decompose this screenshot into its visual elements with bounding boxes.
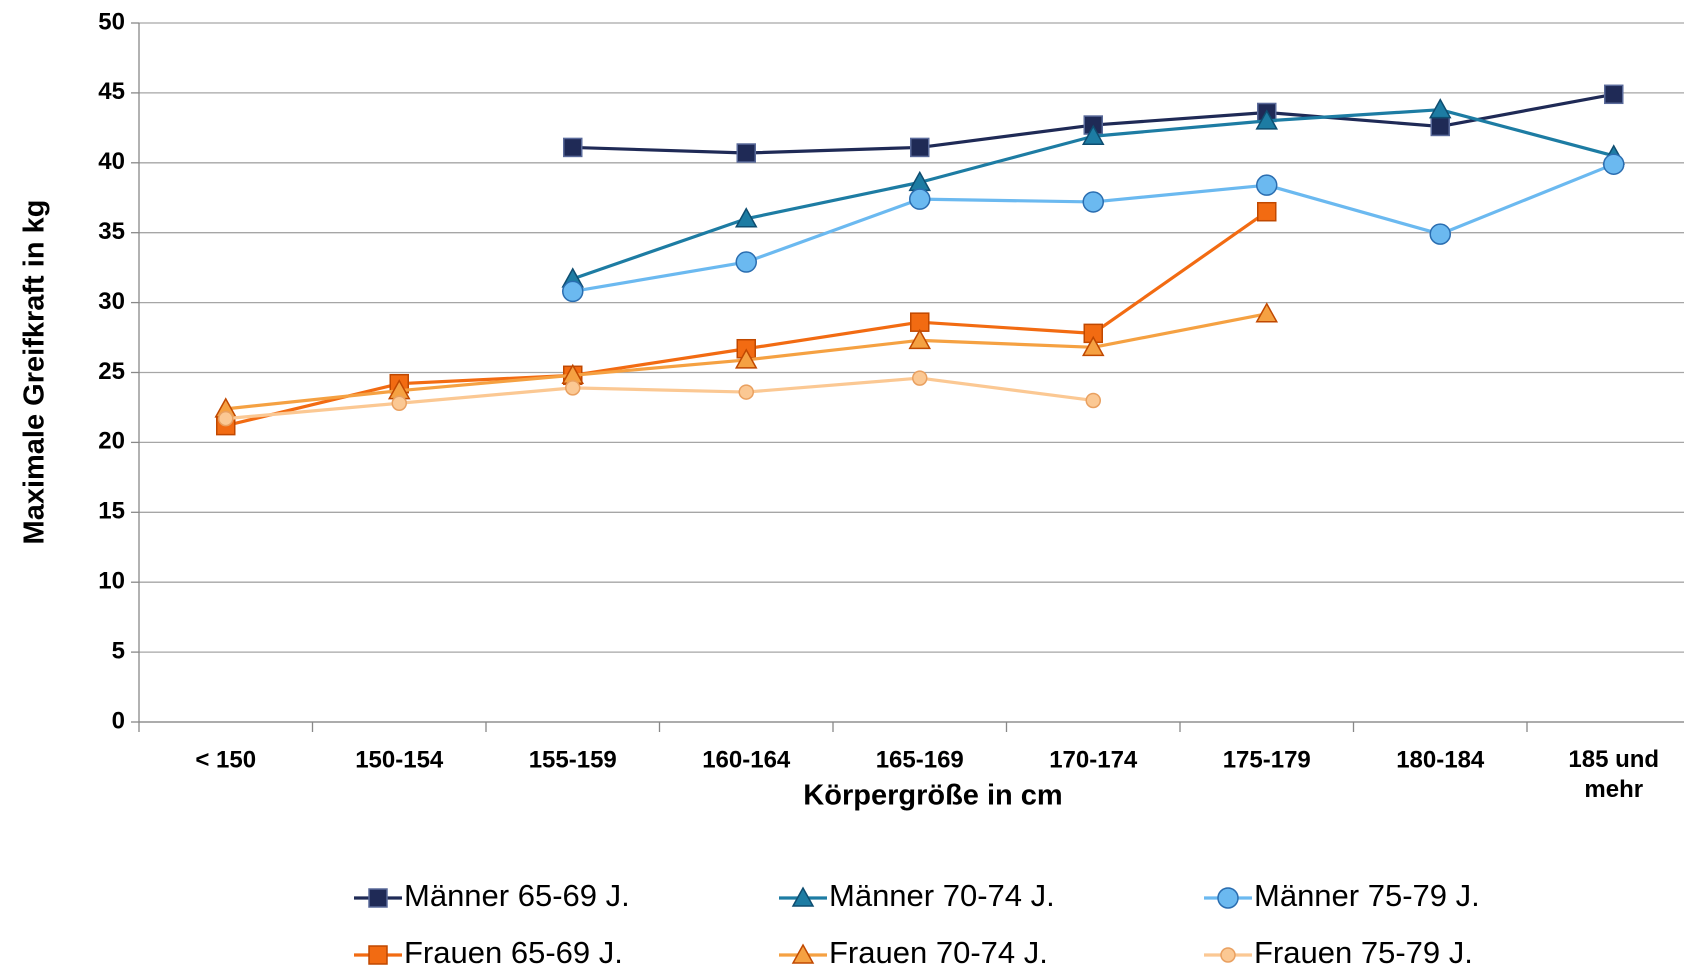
x-tick-label: 185 und mehr [1568,746,1659,803]
x-tick-label: < 150 [195,746,256,773]
x-tick-label: 160-164 [702,746,791,773]
x-tick-label: 180-184 [1396,746,1485,773]
x-tick-label: 150-154 [355,746,444,773]
y-tick-label: 20 [98,428,125,455]
x-tick-line: 185 und [1568,746,1659,773]
series-line [225,376,1094,421]
x-tick-label: 155-159 [529,746,617,773]
x-tick-label: 170-174 [1049,746,1138,773]
marker [1220,947,1236,963]
marker [1604,84,1624,105]
marker [1217,887,1239,909]
marker [563,137,583,158]
marker [910,312,930,332]
x-tick-label: 175-179 [1223,746,1311,773]
marker [1085,392,1101,409]
marker [909,188,931,210]
marker [736,143,756,163]
marker [1256,174,1278,196]
y-tick-label: 15 [98,498,125,525]
y-tick-label: 35 [98,218,125,245]
y-tick-label: 50 [98,8,125,35]
marker [791,943,815,964]
marker [1255,109,1279,130]
x-axis-title: Körpergröße in cm [803,780,1062,812]
legend-label: Frauen 75-79 J. [1254,935,1473,970]
legend-label: Männer 70-74 J. [829,878,1055,913]
legend-label: Frauen 70-74 J. [829,935,1048,970]
marker [1082,191,1104,213]
marker [1430,116,1450,137]
y-axis-title: Maximale Greifkraft in kg [19,200,51,545]
marker [391,395,407,412]
marker [910,137,930,158]
y-tick-label: 10 [98,568,125,595]
marker [738,384,754,400]
marker [791,886,815,907]
y-tick-label: 0 [112,707,125,734]
marker [562,280,584,303]
x-tick-label: 165-169 [876,746,964,773]
marker [735,251,757,273]
marker [1257,201,1277,222]
y-tick-label: 40 [98,148,125,175]
marker [368,945,388,965]
marker [1255,302,1279,323]
series-line [572,162,1615,293]
x-tick-line: mehr [1584,776,1643,803]
marker [368,888,388,908]
legend-label: Frauen 65-69 J. [404,935,623,970]
marker [908,328,932,350]
marker [1429,223,1451,245]
legend-label: Männer 65-69 J. [404,878,630,913]
marker [1081,124,1105,145]
y-tick-label: 45 [98,78,125,105]
marker [912,370,928,386]
y-tick-label: 25 [98,358,125,385]
y-tick-label: 30 [98,288,125,315]
y-tick-label: 5 [112,637,125,664]
marker [1081,335,1105,357]
marker [1603,153,1625,175]
marker [1428,98,1452,119]
marker [218,410,234,427]
marker [734,207,758,228]
marker [734,348,758,369]
marker [565,380,581,396]
legend-label: Männer 75-79 J. [1254,878,1480,913]
